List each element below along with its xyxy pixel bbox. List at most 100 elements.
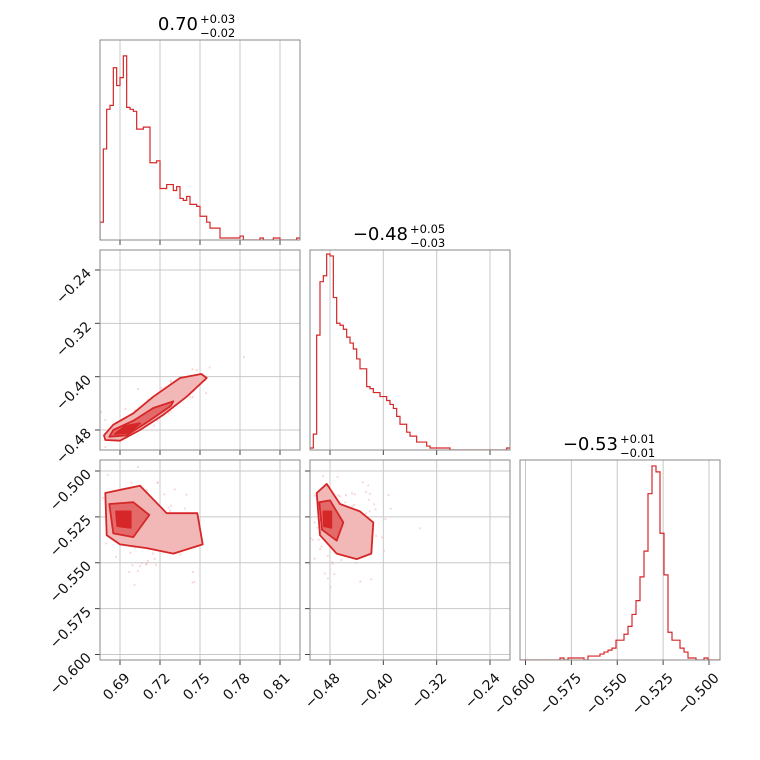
tick-label-x: 0.75 xyxy=(180,670,213,703)
scatter-point xyxy=(191,581,194,584)
scatter-point xyxy=(368,492,371,495)
panel-title-lower: −0.02 xyxy=(200,26,235,40)
scatter-point xyxy=(136,465,139,468)
scatter-point xyxy=(317,538,320,541)
panel-title-upper: +0.01 xyxy=(620,432,655,446)
panel-1-0: −0.48 −0.40 −0.32 −0.24 xyxy=(53,249,301,467)
scatter-point xyxy=(319,548,322,551)
scatter-point xyxy=(338,495,342,498)
tick-label-x: 0.78 xyxy=(220,670,253,703)
scatter-point xyxy=(351,505,354,508)
scatter-point xyxy=(173,488,176,491)
scatter-point xyxy=(129,551,132,554)
scatter-point xyxy=(154,563,158,567)
scatter-point xyxy=(208,366,211,369)
scatter-point xyxy=(138,565,142,568)
scatter-point xyxy=(100,410,103,414)
scatter-point xyxy=(167,506,170,509)
panel-1-1: −0.48 +0.05−0.03 xyxy=(309,222,511,455)
scatter-point xyxy=(169,380,173,384)
panel-frame xyxy=(99,249,301,451)
scatter-point xyxy=(353,493,356,496)
panel-content xyxy=(100,55,300,240)
scatter-point xyxy=(153,557,156,561)
scatter-point xyxy=(193,580,196,583)
scatter-point xyxy=(326,554,329,558)
scatter-point xyxy=(313,494,316,497)
panel-frame xyxy=(309,459,511,661)
contour-core xyxy=(113,422,141,435)
scatter-point xyxy=(104,445,107,449)
panel-content xyxy=(293,475,422,589)
scatter-point xyxy=(185,493,188,496)
scatter-point xyxy=(297,527,299,529)
panel-frame xyxy=(309,249,511,451)
scatter-point xyxy=(337,494,340,497)
scatter-point xyxy=(124,407,127,410)
panel-2-0: 0.69 0.72 0.75 0.78 0.81−0.600−0.575−0.550−0… xyxy=(47,459,301,704)
scatter-point xyxy=(361,481,364,484)
panel-title-value: −0.48 xyxy=(353,224,408,245)
scatter-point xyxy=(320,545,323,548)
panel-frame xyxy=(519,459,721,661)
panel-frame xyxy=(99,459,301,661)
histogram-0 xyxy=(100,55,300,240)
panel-content xyxy=(310,253,510,450)
scatter-point xyxy=(191,396,195,399)
scatter-point xyxy=(104,418,107,422)
scatter-point xyxy=(313,557,316,560)
scatter-point xyxy=(144,563,148,566)
panel-title-value: 0.70 xyxy=(158,14,198,35)
tick-label-y: −0.24 xyxy=(53,265,95,307)
tick-label-y: −0.575 xyxy=(47,604,95,652)
scatter-point xyxy=(329,586,332,589)
scatter-point xyxy=(365,512,368,515)
scatter-point xyxy=(367,484,370,487)
panel-title-upper: +0.03 xyxy=(200,12,235,26)
tick-label-x: 0.81 xyxy=(260,670,293,703)
tick-label-y: −0.600 xyxy=(47,650,95,698)
scatter-point xyxy=(359,580,362,583)
scatter-point xyxy=(321,475,325,478)
scatter-point xyxy=(114,555,118,558)
scatter-point xyxy=(183,507,186,510)
tick-label-x: −0.575 xyxy=(537,670,585,718)
scatter-point xyxy=(316,526,319,529)
scatter-point xyxy=(191,368,194,371)
scatter-point xyxy=(167,412,170,415)
scatter-point xyxy=(333,573,336,576)
scatter-point xyxy=(302,511,304,513)
scatter-point xyxy=(323,572,326,575)
histogram-1 xyxy=(310,253,510,450)
scatter-point xyxy=(146,559,149,563)
scatter-point xyxy=(160,387,163,390)
scatter-point xyxy=(205,392,208,395)
scatter-point xyxy=(242,356,246,359)
panel-title-upper: +0.05 xyxy=(410,222,445,236)
histogram-2 xyxy=(520,465,720,660)
scatter-point xyxy=(140,561,144,565)
contour-core xyxy=(322,510,333,529)
scatter-point xyxy=(131,564,134,567)
scatter-point xyxy=(163,493,166,496)
scatter-point xyxy=(419,527,422,530)
scatter-point xyxy=(372,503,376,506)
scatter-point xyxy=(387,494,390,497)
scatter-point xyxy=(302,543,304,545)
panel-2-2: −0.53 +0.01−0.01−0.600−0.575−0.550−0.525−… xyxy=(491,432,722,718)
panel-title-lower: −0.01 xyxy=(620,446,655,460)
scatter-point xyxy=(133,583,136,586)
tick-label-x: −0.32 xyxy=(409,670,451,712)
scatter-point xyxy=(353,503,356,506)
tick-label-x: −0.550 xyxy=(583,670,631,718)
scatter-point xyxy=(136,388,140,391)
panel-title-1: −0.48 +0.05−0.03 xyxy=(353,222,445,250)
tick-label-y: −0.500 xyxy=(47,467,95,515)
scatter-point xyxy=(136,569,139,572)
scatter-point xyxy=(384,518,387,521)
scatter-point xyxy=(293,493,295,495)
panel-frame xyxy=(99,39,301,241)
contour-core xyxy=(115,510,132,529)
tick-label-y: −0.550 xyxy=(47,558,95,606)
